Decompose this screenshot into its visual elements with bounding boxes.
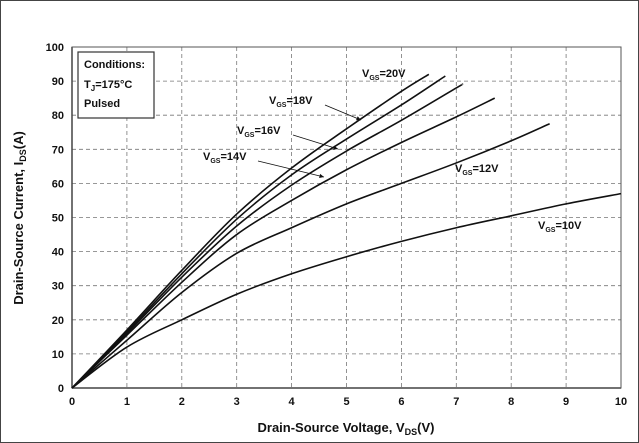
- y-tick-label: 70: [52, 144, 64, 156]
- curve-label-vgs12v: VGS=12V: [455, 163, 499, 177]
- curve-label-vgs14v: VGS=14V: [203, 151, 247, 165]
- y-tick-label: 100: [46, 42, 64, 54]
- leader-line: [324, 104, 362, 121]
- x-tick-label: 10: [615, 396, 627, 408]
- curve-vgs20v: [71, 73, 430, 389]
- curves: [71, 73, 622, 389]
- conditions-title: Conditions:: [84, 59, 145, 71]
- x-tick-label: 7: [453, 396, 459, 408]
- y-tick-label: 80: [52, 110, 64, 122]
- x-tick-label: 1: [124, 396, 130, 408]
- y-axis-title: Drain-Source Current, IDS(A): [11, 131, 28, 305]
- curve-label-vgs10v: VGS=10V: [538, 220, 582, 234]
- y-tick-label: 10: [52, 349, 64, 361]
- plot-area-border: [71, 46, 622, 389]
- leader-arrow: [333, 145, 338, 150]
- y-tick-label: 20: [52, 315, 64, 327]
- conditions-temperature: TJ=175°C: [84, 79, 132, 93]
- curve-vgs12v: [71, 122, 550, 389]
- curve-vgs14v: [71, 97, 496, 389]
- y-tick-label: 60: [52, 178, 64, 190]
- conditions-box: Conditions: TJ=175°C Pulsed: [77, 51, 155, 119]
- y-tick-label: 40: [52, 247, 64, 259]
- curve-vgs18v: [71, 75, 446, 389]
- x-axis-title: Drain-Source Voltage, VDS(V): [258, 420, 435, 437]
- conditions-box-frame: [77, 51, 155, 119]
- leader-line: [257, 160, 325, 178]
- leader-arrow: [356, 116, 361, 121]
- x-tick-label: 5: [343, 396, 349, 408]
- x-tick-label: 6: [398, 396, 404, 408]
- x-tick-label: 3: [234, 396, 240, 408]
- curve-labels: VGS=10V VGS=12V VGS=14V VGS=16V VGS=18V VGS=2…: [203, 68, 582, 234]
- y-tick-label: 30: [52, 281, 64, 293]
- y-tick-label: 0: [58, 383, 64, 395]
- curve-vgs16v: [71, 83, 464, 389]
- grid: [72, 47, 621, 388]
- axes: [71, 46, 622, 389]
- leader-line: [292, 134, 339, 150]
- x-tick-label: 0: [69, 396, 75, 408]
- curve-label-vgs20v: VGS=20V: [362, 68, 406, 82]
- conditions-mode: Pulsed: [84, 98, 120, 110]
- y-tick-label: 90: [52, 76, 64, 88]
- x-tick-label: 2: [179, 396, 185, 408]
- x-tick-label: 4: [289, 396, 296, 408]
- y-tick-label: 50: [52, 213, 64, 225]
- curve-label-vgs18v: VGS=18V: [269, 95, 313, 109]
- x-tick-label: 9: [563, 396, 569, 408]
- leader-arrow: [319, 173, 324, 179]
- curve-label-vgs16v: VGS=16V: [237, 125, 281, 139]
- curve-vgs10v: [71, 192, 622, 389]
- x-tick-label: 8: [508, 396, 514, 408]
